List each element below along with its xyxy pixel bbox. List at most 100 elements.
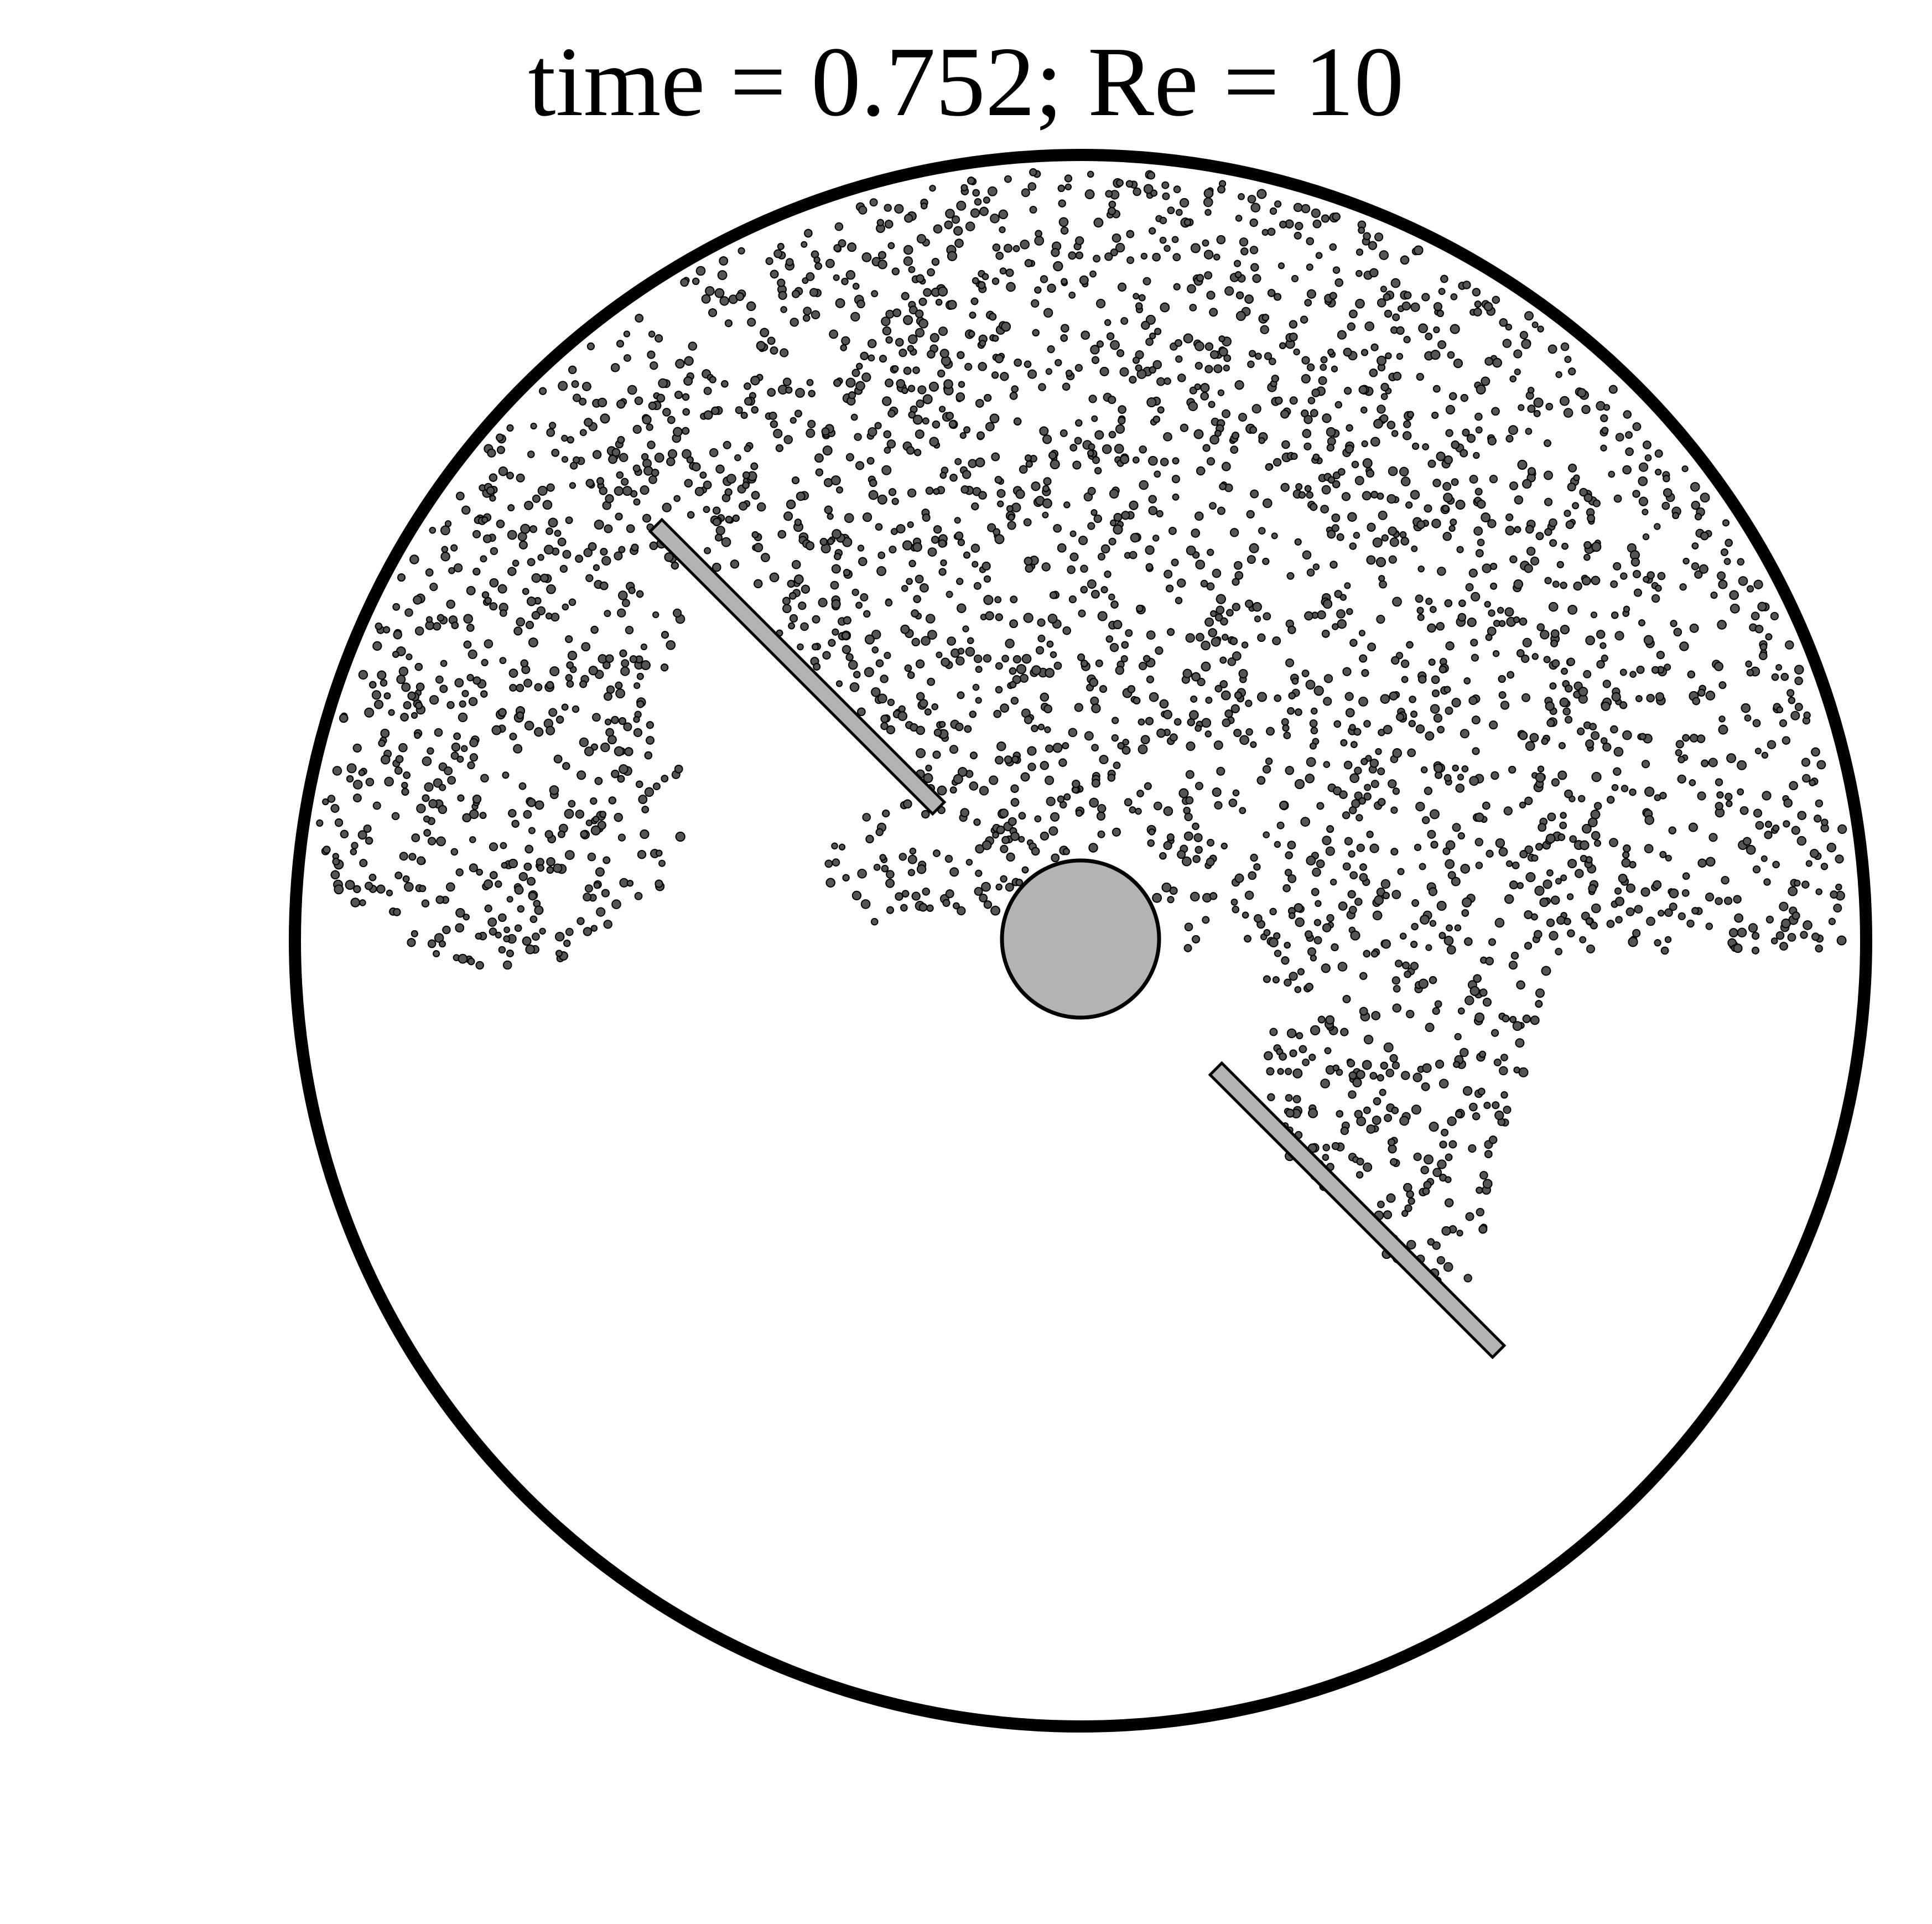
particle <box>1135 350 1144 360</box>
particle <box>1422 816 1430 824</box>
particle <box>568 800 576 808</box>
particle <box>1018 836 1025 843</box>
particle <box>1320 505 1329 514</box>
particle <box>983 654 992 663</box>
particle <box>1142 277 1151 286</box>
particle <box>523 810 532 819</box>
particle <box>1555 947 1562 956</box>
particle <box>1432 1168 1442 1178</box>
particle <box>1108 431 1116 439</box>
particle <box>1114 444 1124 454</box>
particle <box>549 422 557 429</box>
particle <box>1349 542 1357 550</box>
particle <box>592 713 601 722</box>
particle <box>1717 571 1726 580</box>
particle <box>1097 553 1105 561</box>
particle <box>884 204 892 212</box>
particle <box>1629 671 1637 678</box>
particle <box>1521 693 1530 702</box>
particle <box>1385 1069 1394 1077</box>
particle <box>1020 240 1030 250</box>
particle <box>1263 612 1271 621</box>
particle <box>908 305 918 315</box>
particle <box>469 863 478 873</box>
particle <box>1336 1069 1343 1076</box>
particle <box>811 310 820 319</box>
particle <box>1354 898 1363 906</box>
particle <box>1113 761 1121 769</box>
particle <box>1391 1061 1400 1070</box>
particle <box>623 722 632 732</box>
particle <box>1139 662 1147 671</box>
particle <box>907 488 917 498</box>
particle <box>1535 988 1545 998</box>
particle <box>871 290 879 298</box>
particle <box>1364 321 1374 331</box>
particle <box>1508 961 1518 970</box>
particle <box>617 608 626 618</box>
particle <box>1260 325 1269 334</box>
particle <box>480 774 489 783</box>
particle <box>1213 740 1223 750</box>
particle <box>1089 270 1097 278</box>
particle <box>747 318 756 327</box>
particle <box>469 738 479 748</box>
particle <box>1415 594 1424 603</box>
particle <box>429 695 439 705</box>
particle <box>1210 350 1219 359</box>
particle <box>701 294 711 304</box>
particle <box>396 675 406 684</box>
particle <box>955 656 965 666</box>
particle <box>1401 1071 1410 1080</box>
particle <box>1194 341 1204 351</box>
particle <box>364 707 375 718</box>
particle <box>1787 933 1796 942</box>
particle <box>537 485 548 496</box>
particle <box>1153 801 1162 811</box>
particle <box>1502 339 1512 348</box>
particle <box>1644 844 1654 854</box>
particle <box>1291 274 1299 283</box>
particle <box>1530 1015 1540 1025</box>
particle <box>979 894 988 903</box>
particle <box>648 475 657 484</box>
particle <box>1744 714 1752 722</box>
particle <box>378 739 386 747</box>
particle <box>1358 697 1368 707</box>
particle <box>424 782 434 792</box>
particle <box>806 428 816 438</box>
particle <box>1452 823 1461 832</box>
particle <box>844 513 854 523</box>
particle <box>1790 711 1800 720</box>
particle <box>848 660 858 670</box>
particle <box>1241 641 1249 649</box>
particle <box>1510 951 1519 960</box>
particle <box>549 785 559 795</box>
particle <box>1748 923 1758 933</box>
particle <box>1525 428 1533 435</box>
particle <box>1129 551 1138 559</box>
particle <box>1201 640 1211 651</box>
particle <box>421 899 430 907</box>
particle <box>886 870 895 879</box>
particle <box>1374 232 1384 242</box>
particle <box>1172 253 1181 262</box>
particle <box>850 312 860 322</box>
particle <box>1424 1154 1434 1165</box>
particle <box>1349 871 1358 880</box>
particle <box>869 198 878 207</box>
particle <box>1721 876 1730 885</box>
particle <box>1634 905 1643 914</box>
particle <box>1747 585 1754 593</box>
particle <box>553 863 563 873</box>
particle <box>601 556 611 566</box>
particle <box>1212 568 1222 578</box>
particle <box>436 836 446 847</box>
particle <box>1391 976 1400 985</box>
particle <box>1476 1207 1485 1217</box>
particle <box>599 811 607 818</box>
particle <box>1471 592 1481 602</box>
particle <box>1642 533 1650 541</box>
particle <box>1555 371 1562 378</box>
particle <box>1358 630 1365 637</box>
